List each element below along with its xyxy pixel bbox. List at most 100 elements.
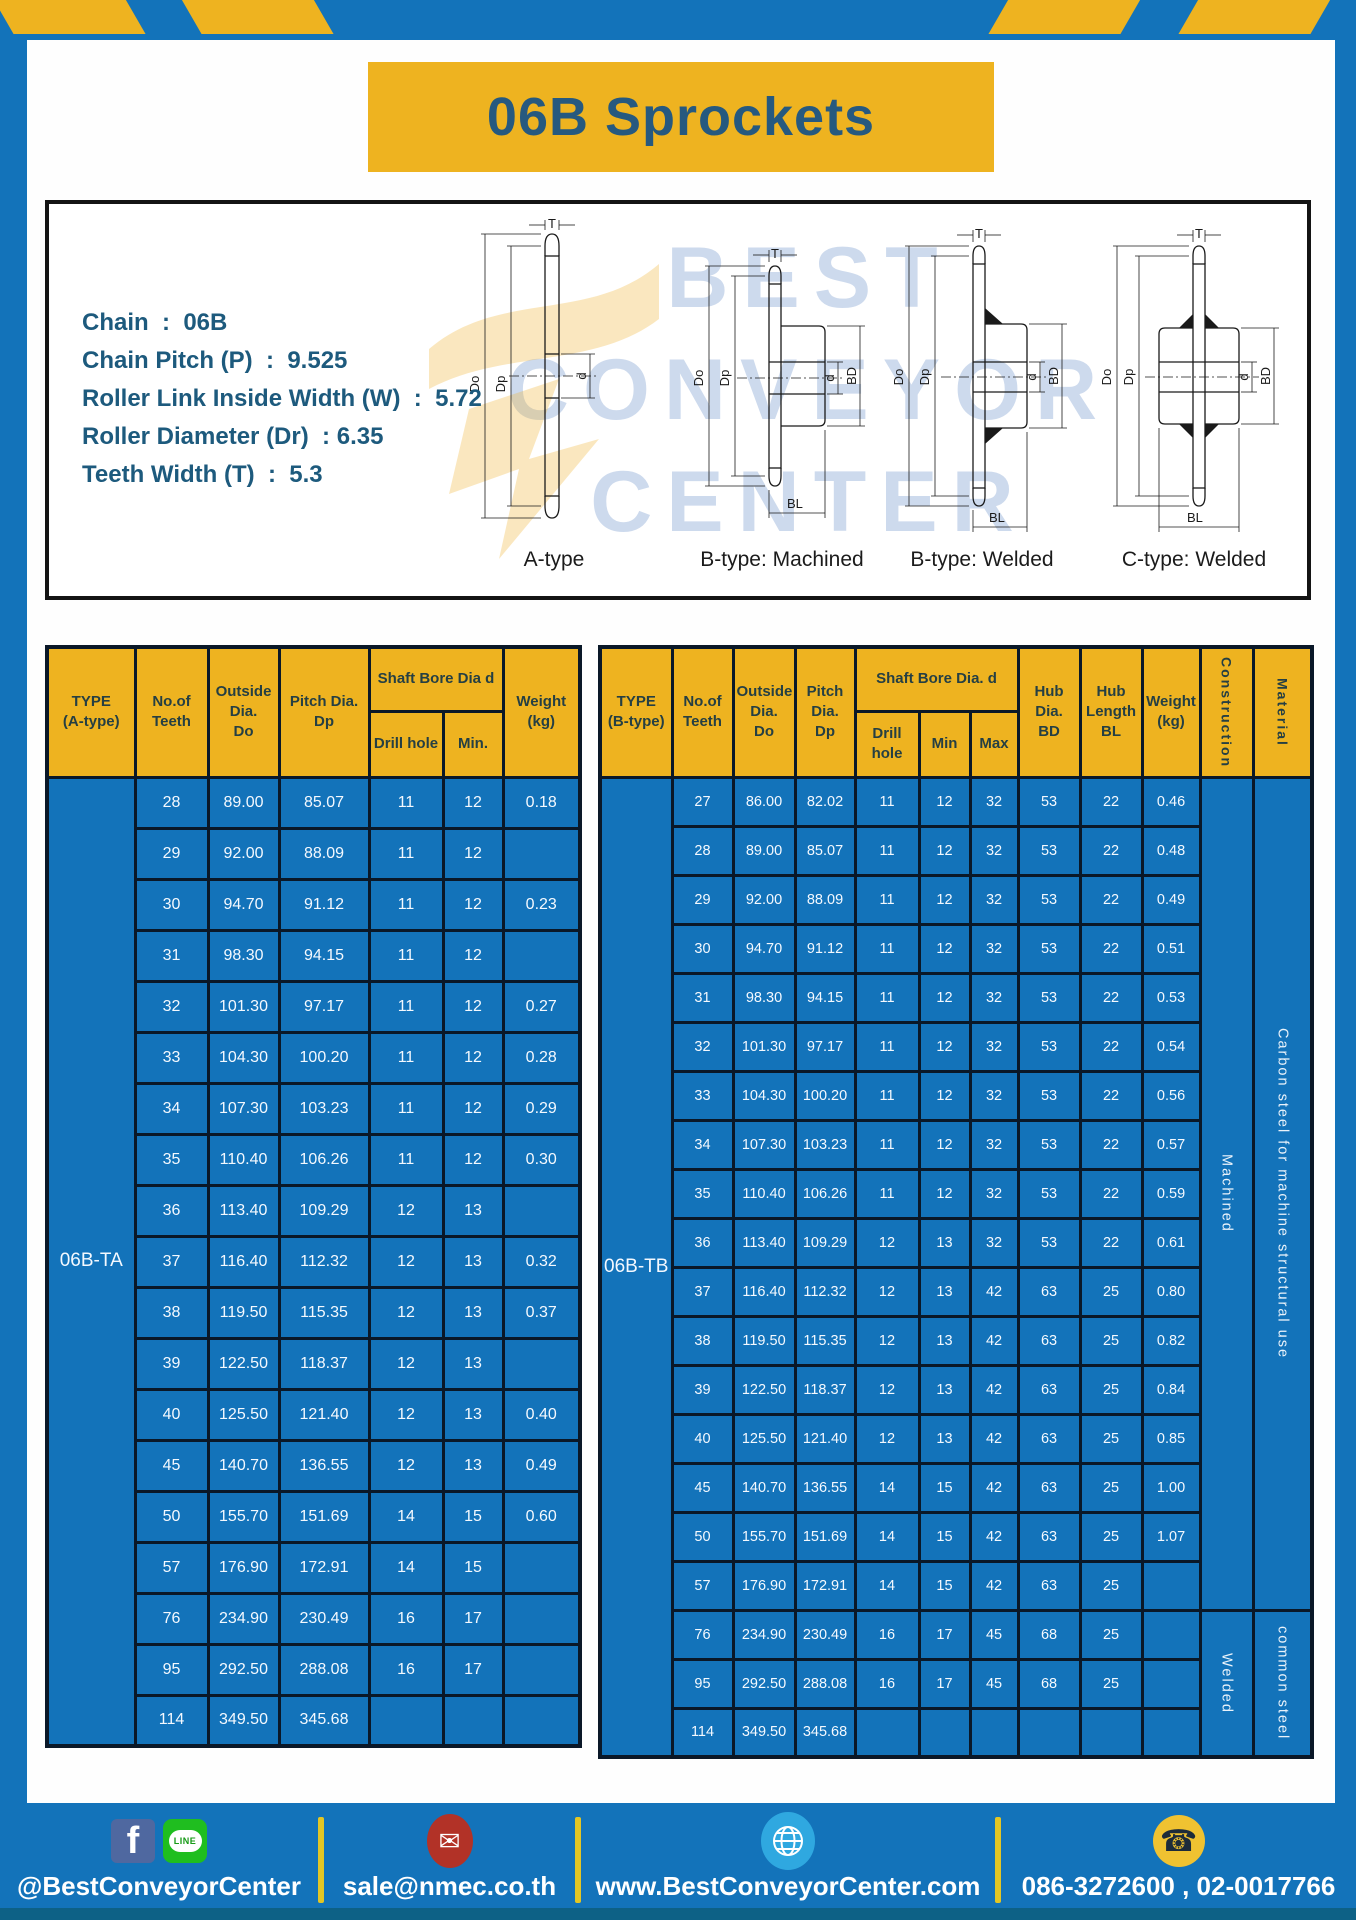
spec-roller-width: Roller Link Inside Width (W) : 5.72 — [82, 385, 482, 412]
header-outside: Outside Dia. Do — [206, 645, 281, 779]
table-cell: 15 — [917, 1510, 972, 1563]
table-cell: 0.37 — [501, 1285, 582, 1340]
table-row: 38 119.50 115.35 12 13 42 63 25 0.82 — [600, 1314, 1312, 1367]
page-background: 06B Sprockets BEST CONVEYOR CENTER Chain… — [27, 40, 1335, 1803]
table-cell — [1140, 1559, 1202, 1612]
material-carbon-steel-cell: Carbon steel for machine structural use — [1251, 775, 1314, 1612]
table-cell: 13 — [441, 1336, 505, 1391]
dim-label-bd: BD — [844, 367, 859, 385]
table-row: 114 349.50 345.68 — [600, 1706, 1312, 1759]
table-cell: 12 — [853, 1216, 921, 1269]
drawing-b-type-welded: T Do Dp d BD BL B-type: — [877, 216, 1087, 572]
header-pitch: Pitch Dia. Dp — [277, 645, 371, 779]
spec-roller-dia: Roller Diameter (Dr) : 6.35 — [82, 423, 384, 450]
globe-icon — [761, 1812, 815, 1870]
table-cell: 0.61 — [1140, 1216, 1202, 1269]
table-cell: 288.08 — [793, 1657, 857, 1710]
table-cell: 104.30 — [731, 1069, 797, 1122]
table-row: 30 94.70 91.12 11 12 0.23 — [47, 877, 582, 932]
table-cell: 0.46 — [1140, 775, 1202, 828]
table-cell: 12 — [917, 1020, 972, 1073]
chain-specs: Chain : 06B Chain Pitch (P) : 9.525 Roll… — [82, 304, 482, 494]
table-cell: 92.00 — [206, 826, 281, 881]
table-cell — [501, 1591, 582, 1646]
table-cell: 114 — [670, 1706, 735, 1759]
table-cell: 63 — [1016, 1559, 1082, 1612]
table-cell: 32 — [968, 1069, 1020, 1122]
table-cell: 29 — [670, 873, 735, 926]
table-cell: 63 — [1016, 1265, 1082, 1318]
table-cell: 0.60 — [501, 1489, 582, 1544]
table-cell: 31 — [133, 928, 210, 983]
table-b-sprockets: TYPE (B-type) No.of Teeth Outside Dia. D… — [598, 645, 1315, 1759]
table-cell: 11 — [853, 1167, 921, 1220]
table-cell: 13 — [917, 1216, 972, 1269]
table-cell: 22 — [1078, 1118, 1144, 1171]
header-pitch: Pitch Dia. Dp — [793, 645, 857, 779]
table-row: 38 119.50 115.35 12 13 0.37 — [47, 1285, 582, 1340]
table-cell: 0.54 — [1140, 1020, 1202, 1073]
table-cell: 94.70 — [731, 922, 797, 975]
table-cell: 11 — [853, 1069, 921, 1122]
table-cell: 1.07 — [1140, 1510, 1202, 1563]
table-cell — [1140, 1657, 1202, 1710]
table-row: 40 125.50 121.40 12 13 0.40 — [47, 1387, 582, 1442]
table-cell: 136.55 — [277, 1438, 371, 1493]
table-cell: 12 — [367, 1234, 445, 1289]
table-cell: 82.02 — [793, 775, 857, 828]
table-cell: 230.49 — [793, 1608, 857, 1661]
table-cell: 94.70 — [206, 877, 281, 932]
table-cell: 15 — [917, 1559, 972, 1612]
table-cell: 11 — [853, 922, 921, 975]
table-row: 39 122.50 118.37 12 13 — [47, 1336, 582, 1391]
header-type: TYPE (A-type) — [45, 645, 137, 779]
table-cell — [501, 928, 582, 983]
table-cell: 45 — [133, 1438, 210, 1493]
table-cell: 37 — [133, 1234, 210, 1289]
table-cell: 0.82 — [1140, 1314, 1202, 1367]
table-cell: 40 — [133, 1387, 210, 1442]
table-cell: 50 — [133, 1489, 210, 1544]
spec-chain: Chain : 06B — [82, 309, 228, 336]
header-hub-length: Hub Length BL — [1078, 645, 1144, 779]
table-row: 76 234.90 230.49 16 17 45 68 25 Welded common ste… — [600, 1608, 1314, 1759]
header-drill-hole: Drill hole — [367, 709, 445, 779]
table-cell: 89.00 — [206, 775, 281, 830]
table-cell: 118.37 — [793, 1363, 857, 1416]
dim-label-dp: Dp — [917, 369, 932, 386]
table-cell: 98.30 — [731, 971, 797, 1024]
table-cell: 114 — [133, 1693, 210, 1748]
table-cell: 63 — [1016, 1314, 1082, 1367]
table-cell: 109.29 — [277, 1183, 371, 1238]
dim-label-t: T — [771, 246, 779, 261]
table-cell: 45 — [968, 1608, 1020, 1661]
spec-drawing-panel: BEST CONVEYOR CENTER Chain : 06B Chain P… — [45, 200, 1311, 600]
table-cell: 95 — [670, 1657, 735, 1710]
table-cell: 25 — [1078, 1510, 1144, 1563]
table-cell: 53 — [1016, 1216, 1082, 1269]
table-cell: 345.68 — [793, 1706, 857, 1759]
table-cell: 155.70 — [731, 1510, 797, 1563]
dim-label-bl: BL — [1187, 510, 1203, 525]
type-cell: 06B-TB — [598, 775, 674, 1759]
dim-label-d: d — [1236, 373, 1251, 380]
table-cell: 113.40 — [731, 1216, 797, 1269]
table-cell: 68 — [1016, 1657, 1082, 1710]
table-cell: 28 — [670, 824, 735, 877]
dim-label-do: Do — [1099, 369, 1114, 386]
table-cell: 11 — [367, 826, 445, 881]
table-cell: 12 — [917, 1118, 972, 1171]
hazard-stripe — [988, 0, 1144, 34]
table-cell: 14 — [853, 1510, 921, 1563]
hazard-stripe — [1178, 0, 1334, 34]
header-construction: Construction — [1198, 645, 1255, 779]
table-cell: 125.50 — [731, 1412, 797, 1465]
table-cell — [501, 1693, 582, 1748]
table-cell: 32 — [968, 873, 1020, 926]
table-cell: 14 — [367, 1489, 445, 1544]
table-cell — [501, 1642, 582, 1697]
spec-chain-pitch: Chain Pitch (P) : 9.525 — [82, 347, 348, 374]
header-shaft-bore-group: Shaft Bore Dia. d — [853, 645, 1020, 713]
table-cell: 32 — [968, 824, 1020, 877]
table-cell: 38 — [670, 1314, 735, 1367]
